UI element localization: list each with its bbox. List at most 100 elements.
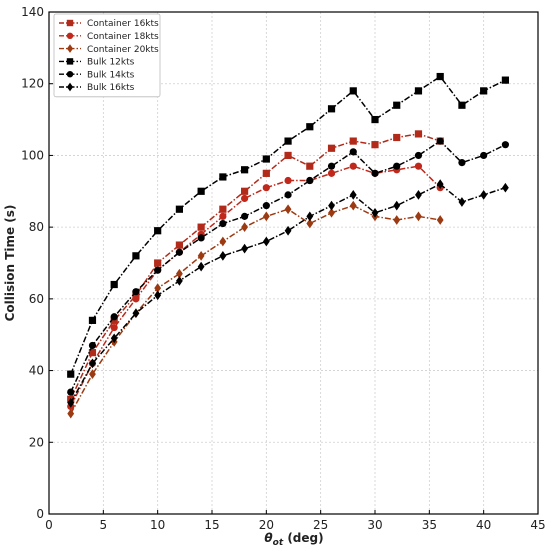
- data-point: [132, 308, 140, 319]
- data-point: [327, 169, 336, 177]
- data-point: [371, 115, 379, 124]
- data-point: [393, 162, 401, 170]
- legend-box: [53, 13, 161, 98]
- data-point: [371, 169, 379, 177]
- data-point: [349, 200, 357, 211]
- legend-label: Container 20kts: [87, 45, 159, 55]
- data-point: [219, 250, 227, 261]
- data-point: [393, 101, 401, 109]
- legend-marker: [66, 19, 74, 27]
- data-point: [154, 283, 162, 293]
- legend-item: Container 20kts: [59, 44, 159, 55]
- data-point: [197, 187, 205, 195]
- y-axis-label: Collision Time (s): [3, 205, 17, 322]
- y-tick-label: 40: [29, 364, 44, 378]
- series-line: [70, 183, 506, 404]
- data-point: [415, 190, 422, 200]
- data-point: [89, 358, 96, 369]
- data-point: [284, 176, 292, 185]
- data-point: [110, 313, 118, 321]
- legend-item: Container 16kts: [59, 19, 159, 29]
- series-line: [70, 204, 441, 414]
- data-point: [89, 369, 96, 380]
- data-point: [197, 223, 205, 231]
- x-tick-label: 10: [150, 518, 165, 532]
- data-point: [241, 222, 249, 233]
- x-tick-label: 40: [476, 518, 491, 532]
- data-point: [262, 184, 270, 192]
- y-tick-label: 60: [29, 292, 44, 306]
- data-point: [110, 323, 118, 332]
- series-line: [70, 133, 441, 400]
- series-5: [67, 179, 509, 408]
- data-point: [306, 123, 314, 131]
- data-point: [154, 259, 162, 267]
- data-point: [501, 182, 509, 193]
- data-point: [501, 76, 509, 84]
- data-point: [154, 266, 162, 274]
- legend-marker: [66, 44, 74, 53]
- data-point: [328, 200, 335, 211]
- data-point: [414, 87, 423, 95]
- data-point: [480, 151, 488, 160]
- series-0: [67, 130, 444, 403]
- data-point: [306, 211, 314, 222]
- data-point: [349, 162, 357, 170]
- data-point: [458, 159, 466, 167]
- data-point: [132, 295, 140, 303]
- legend-item: Bulk 14kts: [59, 70, 135, 80]
- legend-label: Bulk 12kts: [87, 58, 135, 68]
- x-axis-label-unit: (deg): [283, 531, 323, 545]
- y-tick-label: 100: [21, 148, 44, 162]
- legend-marker: [66, 82, 74, 92]
- legend-item: Bulk 16kts: [59, 82, 135, 93]
- data-point: [219, 173, 227, 181]
- data-point: [306, 176, 314, 185]
- series-4: [67, 137, 509, 396]
- x-tick-label: 15: [204, 518, 219, 532]
- data-point: [327, 105, 336, 113]
- legend-marker: [66, 58, 74, 65]
- data-point: [393, 215, 401, 225]
- legend-marker: [66, 32, 74, 39]
- x-tick-label: 5: [100, 518, 108, 532]
- data-point: [175, 241, 183, 249]
- data-point: [414, 130, 423, 138]
- data-point: [262, 202, 270, 210]
- data-point: [284, 225, 292, 236]
- data-point: [480, 87, 488, 95]
- y-tick-label: 80: [29, 220, 44, 234]
- legend-label: Container 16kts: [87, 19, 159, 29]
- legend: Container 16kts Container 18kts Container …: [53, 13, 161, 98]
- data-point: [197, 261, 205, 272]
- data-point: [436, 215, 444, 225]
- y-tick-label: 140: [21, 5, 44, 19]
- data-point: [241, 243, 249, 254]
- data-point: [284, 191, 292, 199]
- legend-marker: [66, 71, 74, 78]
- data-point: [415, 211, 422, 222]
- axes: 0 5 10 15 20 25 30 35 40 45 0 20 40 60 80 100 120 140: [21, 5, 546, 532]
- data-point: [219, 212, 227, 220]
- x-axis-label-symbol: θ: [264, 531, 272, 545]
- x-tick-label: 45: [530, 518, 545, 532]
- series-layer: [67, 72, 509, 419]
- data-point: [371, 207, 379, 218]
- data-point: [327, 162, 336, 170]
- data-point: [197, 250, 205, 261]
- data-point: [241, 187, 249, 195]
- data-point: [197, 234, 205, 242]
- data-point: [67, 388, 75, 396]
- data-point: [219, 236, 227, 247]
- x-tick-label: 0: [45, 518, 53, 532]
- series-3: [67, 72, 509, 378]
- series-line: [70, 75, 506, 375]
- x-tick-label: 30: [367, 518, 382, 532]
- legend-label: Container 18kts: [87, 32, 159, 42]
- legend-label: Bulk 16kts: [87, 83, 135, 93]
- data-point: [436, 137, 444, 145]
- legend-item: Container 18kts: [59, 32, 159, 42]
- x-axis-label-subscript: ot: [273, 538, 284, 548]
- data-point: [175, 268, 183, 279]
